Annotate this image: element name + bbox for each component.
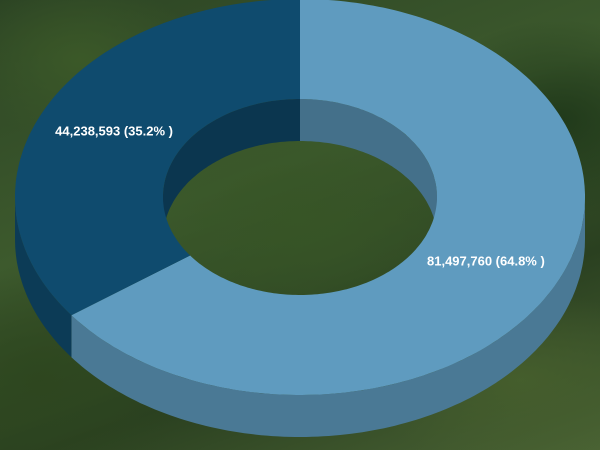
slice-walls [15, 99, 585, 437]
outer-wall [71, 197, 585, 437]
outer-wall [15, 197, 72, 358]
inner-wall [163, 99, 300, 239]
inner-wall [300, 99, 437, 239]
data-label: 81,497,760 (64.8% ) [427, 253, 545, 268]
donut-slice [15, 0, 300, 316]
donut-slice [71, 0, 585, 395]
data-label: 44,238,593 (35.2% ) [55, 124, 173, 139]
